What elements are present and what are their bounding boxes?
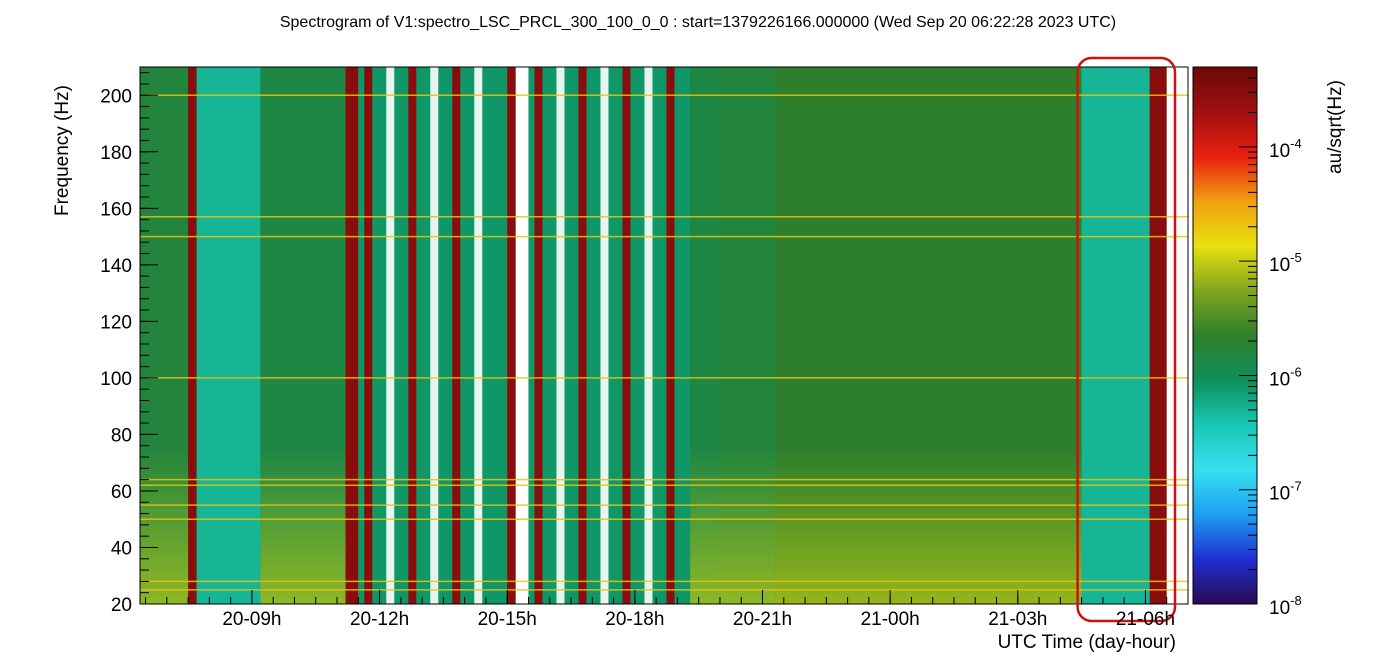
- gap-stripe: [600, 67, 609, 604]
- tick-exponent: -4: [1290, 136, 1302, 151]
- segment-quiet: [196, 67, 261, 604]
- tick-base: 10: [1269, 141, 1290, 162]
- x-tick-label: 20-21h: [733, 609, 792, 630]
- x-axis-label: UTC Time (day-hour): [998, 632, 1176, 653]
- segment-saturated: [345, 67, 359, 604]
- plot-area: [140, 67, 1188, 604]
- low-frequency-glow: [775, 448, 1082, 604]
- y-tick-label: 20: [111, 595, 132, 616]
- y-tick-label: 140: [100, 256, 132, 277]
- y-axis-label: Frequency (Hz): [52, 85, 73, 216]
- tick-base: 10: [1269, 484, 1290, 505]
- colorbar-tick-label: 10-6: [1269, 364, 1302, 390]
- segment-gap: [1166, 67, 1188, 604]
- chart-title: Spectrogram of V1:spectro_LSC_PRCL_300_1…: [280, 14, 1116, 31]
- tick-exponent: -6: [1290, 364, 1302, 379]
- x-tick-label: 20-18h: [605, 609, 664, 630]
- saturated-stripe: [622, 67, 631, 604]
- spectral-lines: [140, 94, 1188, 591]
- tick-exponent: -5: [1290, 250, 1302, 265]
- colorbar: 10-810-710-610-510-4: [1192, 66, 1302, 619]
- low-frequency-band: [140, 448, 1082, 604]
- colorbar-gradient: [1192, 66, 1258, 605]
- saturated-stripe: [578, 67, 587, 604]
- tick-base: 10: [1269, 598, 1290, 619]
- colorbar-ticks: 10-810-710-610-510-4: [1239, 66, 1302, 619]
- low-frequency-glow: [690, 448, 720, 604]
- y-axis: 20 40 60 80 100 120 140 160 180 200: [100, 72, 158, 616]
- plot-frame: [139, 66, 1189, 605]
- segment-gap: [515, 67, 529, 604]
- saturated-stripe: [452, 67, 461, 604]
- segment-saturated: [188, 67, 197, 604]
- x-axis: 20-09h 20-12h 20-15h 20-18h 20-21h 21-00h 21-0…: [145, 590, 1189, 630]
- gap-stripe: [556, 67, 565, 604]
- low-frequency-glow: [260, 448, 346, 604]
- colorbar-tick-label: 10-8: [1269, 593, 1302, 619]
- tick-exponent: -7: [1290, 479, 1302, 494]
- gap-stripe: [474, 67, 483, 604]
- highlight-box: [1076, 56, 1177, 623]
- x-tick-label: 20-12h: [350, 609, 409, 630]
- x-tick-label: 20-09h: [222, 609, 281, 630]
- saturated-stripe: [534, 67, 543, 604]
- gap-stripe: [644, 67, 653, 604]
- gap-stripe: [386, 67, 395, 604]
- y-tick-label: 80: [111, 425, 132, 446]
- colorbar-tick-label: 10-4: [1269, 136, 1302, 162]
- x-tick-label: 21-00h: [861, 609, 920, 630]
- y-tick-label: 60: [111, 482, 132, 503]
- segment-saturated: [507, 67, 516, 604]
- x-tick-label: 21-03h: [988, 609, 1047, 630]
- tick-base: 10: [1269, 369, 1290, 390]
- low-frequency-glow: [140, 448, 189, 604]
- y-tick-label: 120: [100, 312, 132, 333]
- x-tick-label: 20-15h: [478, 609, 537, 630]
- x-tick-label: 21-06h: [1116, 609, 1175, 630]
- y-tick-label: 200: [100, 86, 132, 107]
- low-frequency-glow: [719, 448, 776, 604]
- y-tick-label: 40: [111, 538, 132, 559]
- y-tick-label: 100: [100, 369, 132, 390]
- segment-mixed: [528, 67, 691, 604]
- tick-exponent: -8: [1290, 593, 1302, 608]
- saturated-stripe: [666, 67, 675, 604]
- colorbar-tick-label: 10-7: [1269, 479, 1302, 505]
- gap-stripe: [430, 67, 439, 604]
- segment-quiet: [1081, 67, 1150, 604]
- segment-saturated: [1149, 67, 1167, 604]
- saturated-stripe: [364, 67, 373, 604]
- y-tick-label: 180: [100, 143, 132, 164]
- y-tick-label: 160: [100, 199, 132, 220]
- tick-base: 10: [1269, 255, 1290, 276]
- saturated-stripe: [408, 67, 417, 604]
- colorbar-tick-label: 10-5: [1269, 250, 1302, 276]
- colorbar-label: au/sqrt(Hz): [1325, 80, 1346, 174]
